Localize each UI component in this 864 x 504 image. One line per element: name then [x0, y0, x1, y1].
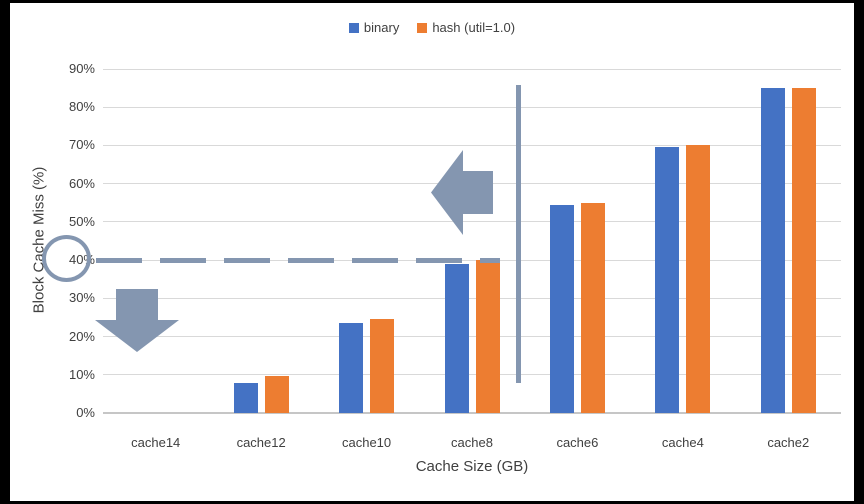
down-block-arrow-icon	[95, 289, 179, 352]
legend-label-binary: binary	[363, 20, 400, 35]
circle-highlight-40pct	[42, 235, 91, 282]
y-tick-label-10: 10%	[68, 366, 95, 382]
y-tick-label-20: 20%	[68, 328, 95, 344]
vertical-divider-line	[516, 85, 521, 383]
x-category-label-cache14: cache14	[131, 435, 181, 450]
bar-binary-cache10	[339, 323, 364, 413]
x-category-label-cache10: cache10	[341, 435, 392, 450]
x-category-label-cache8: cache8	[451, 435, 493, 450]
legend-label-hash: hash (util=1.0)	[432, 20, 516, 35]
gridline-80	[103, 106, 841, 108]
gridline-70	[103, 144, 841, 146]
legend-item-binary: binary	[348, 20, 400, 35]
legend-item-hash: hash (util=1.0)	[417, 20, 515, 35]
frame-edge-top	[0, 0, 864, 3]
x-category-label-cache12: cache12	[236, 435, 286, 450]
gridline-20	[103, 336, 841, 338]
x-axis-title: Cache Size (GB)	[415, 458, 529, 475]
legend-swatch-hash	[417, 22, 428, 33]
x-category-label-cache6: cache6	[556, 435, 599, 450]
gridline-90	[103, 68, 841, 70]
bar-hash-cache10	[370, 318, 395, 413]
frame-edge-bottom	[0, 501, 864, 504]
y-tick-label-50: 50%	[68, 213, 95, 229]
gridline-10	[103, 374, 841, 376]
y-tick-label-60: 60%	[68, 175, 95, 191]
bar-binary-cache2	[760, 88, 785, 413]
y-tick-label-90: 90%	[68, 61, 95, 76]
bar-binary-cache6	[549, 204, 574, 413]
bar-hash-cache12	[264, 375, 289, 413]
dashed-threshold-line-40pct	[96, 257, 500, 263]
bar-hash-cache2	[791, 88, 816, 413]
left-arrow-shape	[431, 150, 493, 235]
down-arrow-shape	[95, 289, 179, 352]
gridline-50	[103, 221, 841, 223]
bar-hash-cache6	[580, 202, 605, 413]
y-tick-label-70: 70%	[68, 137, 95, 153]
frame-edge-left	[0, 0, 10, 504]
y-tick-label-0: 0%	[76, 405, 95, 420]
bar-binary-cache4	[655, 147, 680, 413]
gridline-30	[103, 297, 841, 299]
bar-binary-cache8	[444, 263, 469, 413]
frame-edge-right	[854, 0, 864, 504]
y-tick-label-30: 30%	[68, 290, 95, 306]
x-axis-line	[103, 412, 841, 414]
bar-hash-cache4	[686, 145, 711, 413]
bar-hash-cache8	[475, 260, 500, 413]
x-category-label-cache2: cache2	[767, 435, 810, 450]
x-category-label-cache4: cache4	[661, 435, 704, 450]
legend-swatch-binary	[348, 22, 359, 33]
bar-binary-cache12	[233, 383, 258, 413]
y-tick-label-80: 80%	[68, 99, 95, 115]
legend: binary hash (util=1.0)	[0, 20, 864, 35]
left-block-arrow-icon	[431, 150, 493, 235]
